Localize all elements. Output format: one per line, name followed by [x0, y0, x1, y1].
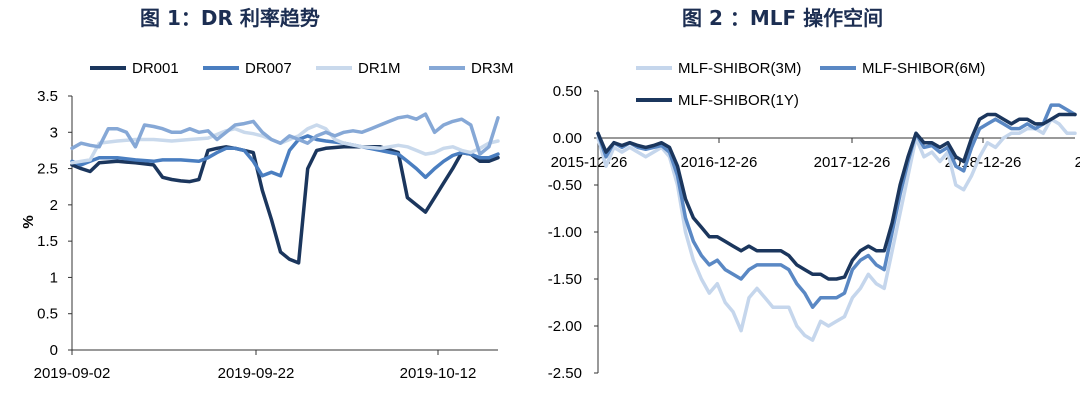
chart2-y-tick-label: -2.50: [548, 365, 582, 382]
chart1-legend-label: DR3M: [471, 60, 514, 77]
chart1-series-dr1m-line: [70, 123, 500, 165]
chart2-y-tick-label: -2.00: [548, 318, 582, 335]
chart1-y-tick-label: 0: [50, 342, 58, 359]
chart2-legend-label: MLF-SHIBOR(1Y): [678, 92, 799, 109]
chart2-y-tick-label: -1.50: [548, 271, 582, 288]
chart1-y-tick-label: 3.5: [37, 88, 58, 105]
chart2-group: -2.50 -2.00 -1.50 -1.00 -0.50 0.00 0.50 2015-12…: [548, 60, 1080, 382]
chart1-x-tick-label: 2019-09-22: [218, 365, 295, 382]
chart1-y-tick-label: 2.5: [37, 161, 58, 178]
chart2-y-tick-label: 0.50: [553, 83, 582, 100]
chart2-plot-area: [596, 103, 1077, 342]
chart1-series-dr3m-line: [70, 112, 500, 156]
chart1-series-dr001-line: [70, 145, 500, 265]
chart1-plot-area: [70, 112, 500, 265]
chart1-title: 图 1：DR 利率趋势: [140, 6, 320, 30]
chart2-legend-label: MLF-SHIBOR(6M): [862, 60, 985, 77]
chart2-y-tick-label: -1.00: [548, 224, 582, 241]
chart2-y-tick-label: -0.50: [548, 177, 582, 194]
chart1-legend-label: DR007: [245, 60, 292, 77]
chart1-y-tick-label: 0.5: [37, 306, 58, 323]
chart1-y-label: %: [20, 215, 37, 228]
chart2-x-tick-label: 2017-12-26: [814, 154, 891, 171]
chart2-legend-label: MLF-SHIBOR(3M): [678, 60, 801, 77]
chart1-y-tick-label: 2: [50, 197, 58, 214]
chart2-y-tick-label: 0.00: [553, 130, 582, 147]
chart1-y-tick-label: 3: [50, 124, 58, 141]
chart2-title: 图 2 ：MLF 操作空间: [682, 6, 884, 30]
chart1-y-tick-label: 1: [50, 269, 58, 286]
chart1-series-dr007-line: [70, 134, 500, 180]
chart2-x-tick-label: 2016-12-26: [681, 154, 758, 171]
chart2-x-tick-label: 2015-12-26: [551, 154, 628, 171]
chart2-series-mlf-shibor-1y--line: [596, 112, 1077, 281]
chart2-series-mlf-shibor-6m--line: [596, 103, 1077, 309]
chart1-x-tick-label: 2019-09-02: [34, 365, 111, 382]
chart1-y-tick-label: 1.5: [37, 233, 58, 250]
chart1-legend-label: DR1M: [358, 60, 401, 77]
chart1-x-tick-label: 2019-10-12: [400, 365, 477, 382]
chart2-x-tick-label: 2019-12-26: [1075, 154, 1080, 171]
chart1-legend-label: DR001: [132, 60, 179, 77]
chart1-group: 0 0.5 1 1.5 2 2.5 3 3.5 2019-09-02 2019-09-22 2019…: [20, 60, 514, 382]
